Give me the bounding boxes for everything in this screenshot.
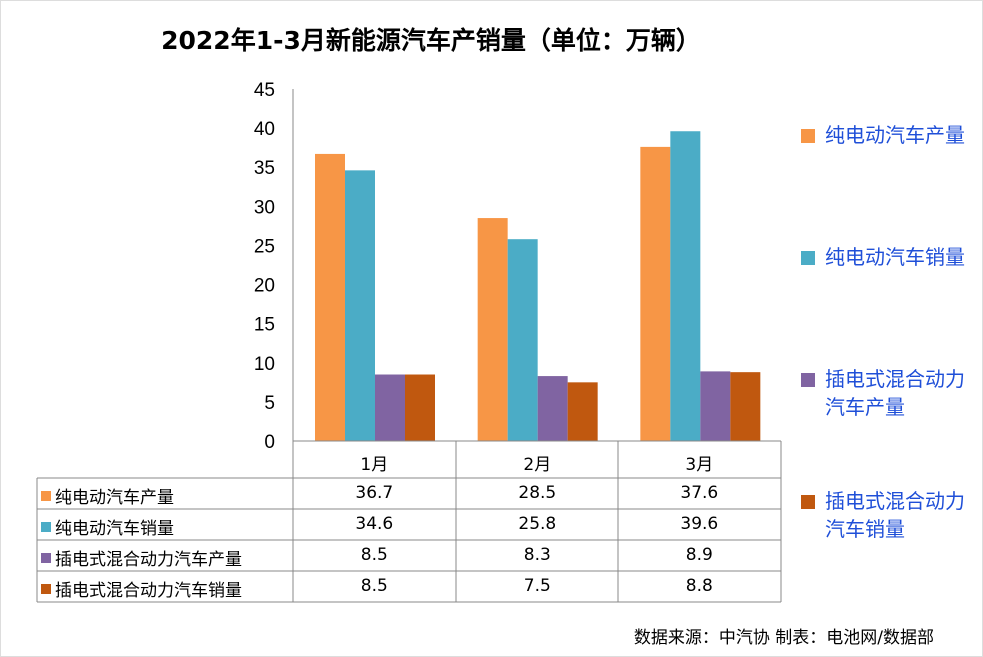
table-row-label: 插电式混合动力汽车销量 xyxy=(41,576,242,601)
series-name: 纯电动汽车销量 xyxy=(55,519,174,539)
y-tick-label: 30 xyxy=(254,197,275,218)
data-label: 36.7 xyxy=(355,483,394,503)
legend-swatch xyxy=(801,495,815,509)
y-tick-label: 0 xyxy=(264,432,275,453)
data-label: 8.3 xyxy=(523,545,551,565)
legend-item: 纯电动汽车销量 xyxy=(801,243,981,271)
series-name: 插电式混合动力汽车销量 xyxy=(55,581,242,601)
legend-item: 纯电动汽车产量 xyxy=(801,121,981,149)
bar-2-3月 xyxy=(670,131,701,442)
bar-3-3月 xyxy=(700,371,731,441)
data-label: 8.5 xyxy=(360,545,388,565)
legend-label: 纯电动汽车销量 xyxy=(825,245,965,269)
legend-item: 插电式混合动力汽车销量 xyxy=(801,487,981,543)
legend-label: 插电式混合动力汽车销量 xyxy=(825,489,965,541)
legend-label: 插电式混合动力汽车产量 xyxy=(825,367,965,419)
bar-3-1月 xyxy=(375,374,405,441)
table-row-label: 纯电动汽车产量 xyxy=(41,483,174,508)
data-label: 8.5 xyxy=(360,576,388,596)
data-label: 34.6 xyxy=(355,514,394,534)
y-tick-label: 20 xyxy=(254,276,275,297)
data-label: 8.9 xyxy=(685,545,713,565)
bar-1-2月 xyxy=(477,218,508,441)
category-label: 1月 xyxy=(360,455,389,475)
y-tick-label: 35 xyxy=(254,158,275,179)
bar-4-1月 xyxy=(405,374,435,441)
data-label: 8.8 xyxy=(685,576,713,596)
table-row-label: 纯电动汽车销量 xyxy=(41,514,174,539)
data-label: 25.8 xyxy=(518,514,557,534)
bar-1-1月 xyxy=(315,153,345,441)
source-footer: 数据来源：中汽协 制表：电池网/数据部 xyxy=(633,628,934,648)
series-swatch xyxy=(41,552,51,563)
legend-label: 纯电动汽车产量 xyxy=(825,123,965,147)
bar-4-2月 xyxy=(567,382,598,441)
legend-swatch xyxy=(801,129,815,143)
data-label: 28.5 xyxy=(518,483,557,503)
series-swatch xyxy=(41,583,51,594)
data-label: 37.6 xyxy=(680,483,719,503)
category-label: 3月 xyxy=(685,455,714,475)
legend-swatch xyxy=(801,373,815,387)
y-tick-label: 40 xyxy=(254,119,275,140)
series-name: 纯电动汽车产量 xyxy=(55,488,174,508)
bar-4-3月 xyxy=(730,372,761,441)
chart-title: 2022年1-3月新能源汽车产销量（单位：万辆） xyxy=(161,26,701,55)
legend-swatch xyxy=(801,251,815,265)
y-tick-label: 5 xyxy=(264,393,275,414)
data-label: 39.6 xyxy=(680,514,719,534)
y-tick-label: 25 xyxy=(254,236,275,257)
y-tick-label: 10 xyxy=(254,354,275,375)
category-label: 2月 xyxy=(523,455,552,475)
y-tick-label: 45 xyxy=(254,80,275,101)
legend-item: 插电式混合动力汽车产量 xyxy=(801,365,981,421)
y-tick-label: 15 xyxy=(254,315,275,336)
table-row-label: 插电式混合动力汽车产量 xyxy=(41,545,242,570)
series-swatch xyxy=(41,490,51,501)
bar-2-2月 xyxy=(507,239,538,441)
bar-3-2月 xyxy=(537,376,568,441)
bar-1-3月 xyxy=(640,146,671,441)
data-label: 7.5 xyxy=(523,576,551,596)
series-name: 插电式混合动力汽车产量 xyxy=(55,550,242,570)
series-swatch xyxy=(41,521,51,532)
bar-2-1月 xyxy=(345,170,375,441)
